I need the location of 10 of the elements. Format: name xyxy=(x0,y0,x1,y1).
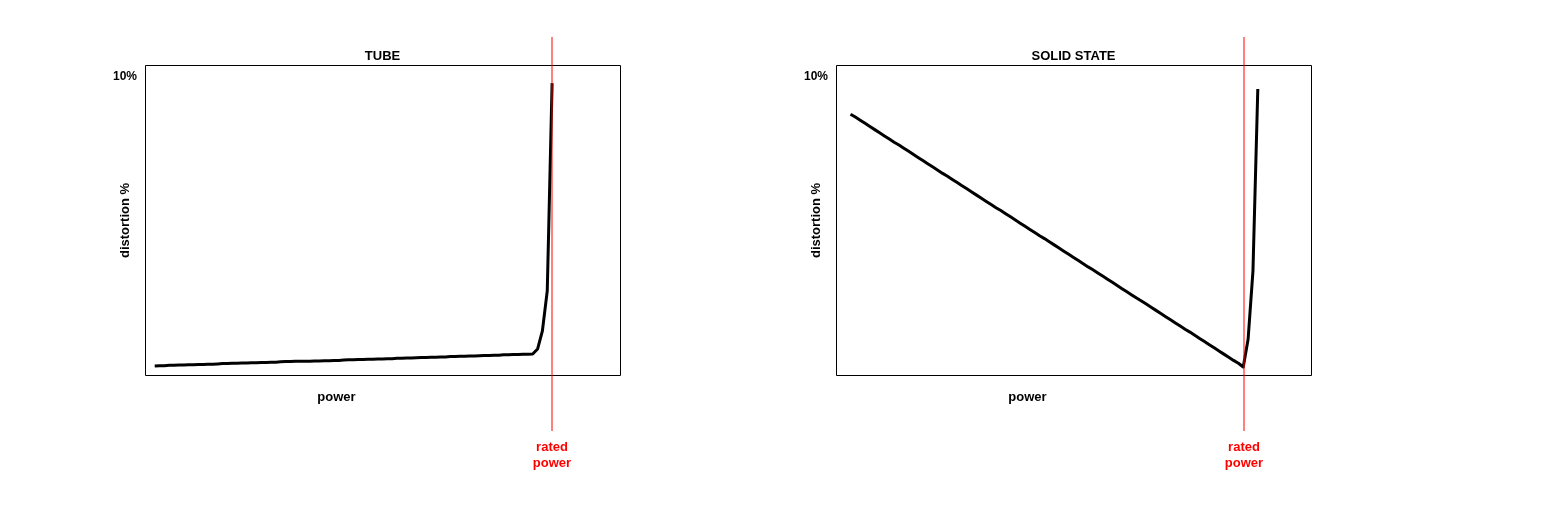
text: 10% xyxy=(803,69,829,83)
text: rated power xyxy=(532,439,572,470)
x-axis-title: power xyxy=(317,388,356,404)
chart-title: SOLID STATE xyxy=(1031,47,1116,63)
text: rated power xyxy=(1224,439,1264,470)
y-axis-title: distortion % xyxy=(116,182,132,259)
chart-title: TUBE xyxy=(364,47,401,63)
text: 10% xyxy=(112,69,138,83)
x-axis-title: power xyxy=(1008,388,1047,404)
y-axis-title: distortion % xyxy=(807,182,823,259)
